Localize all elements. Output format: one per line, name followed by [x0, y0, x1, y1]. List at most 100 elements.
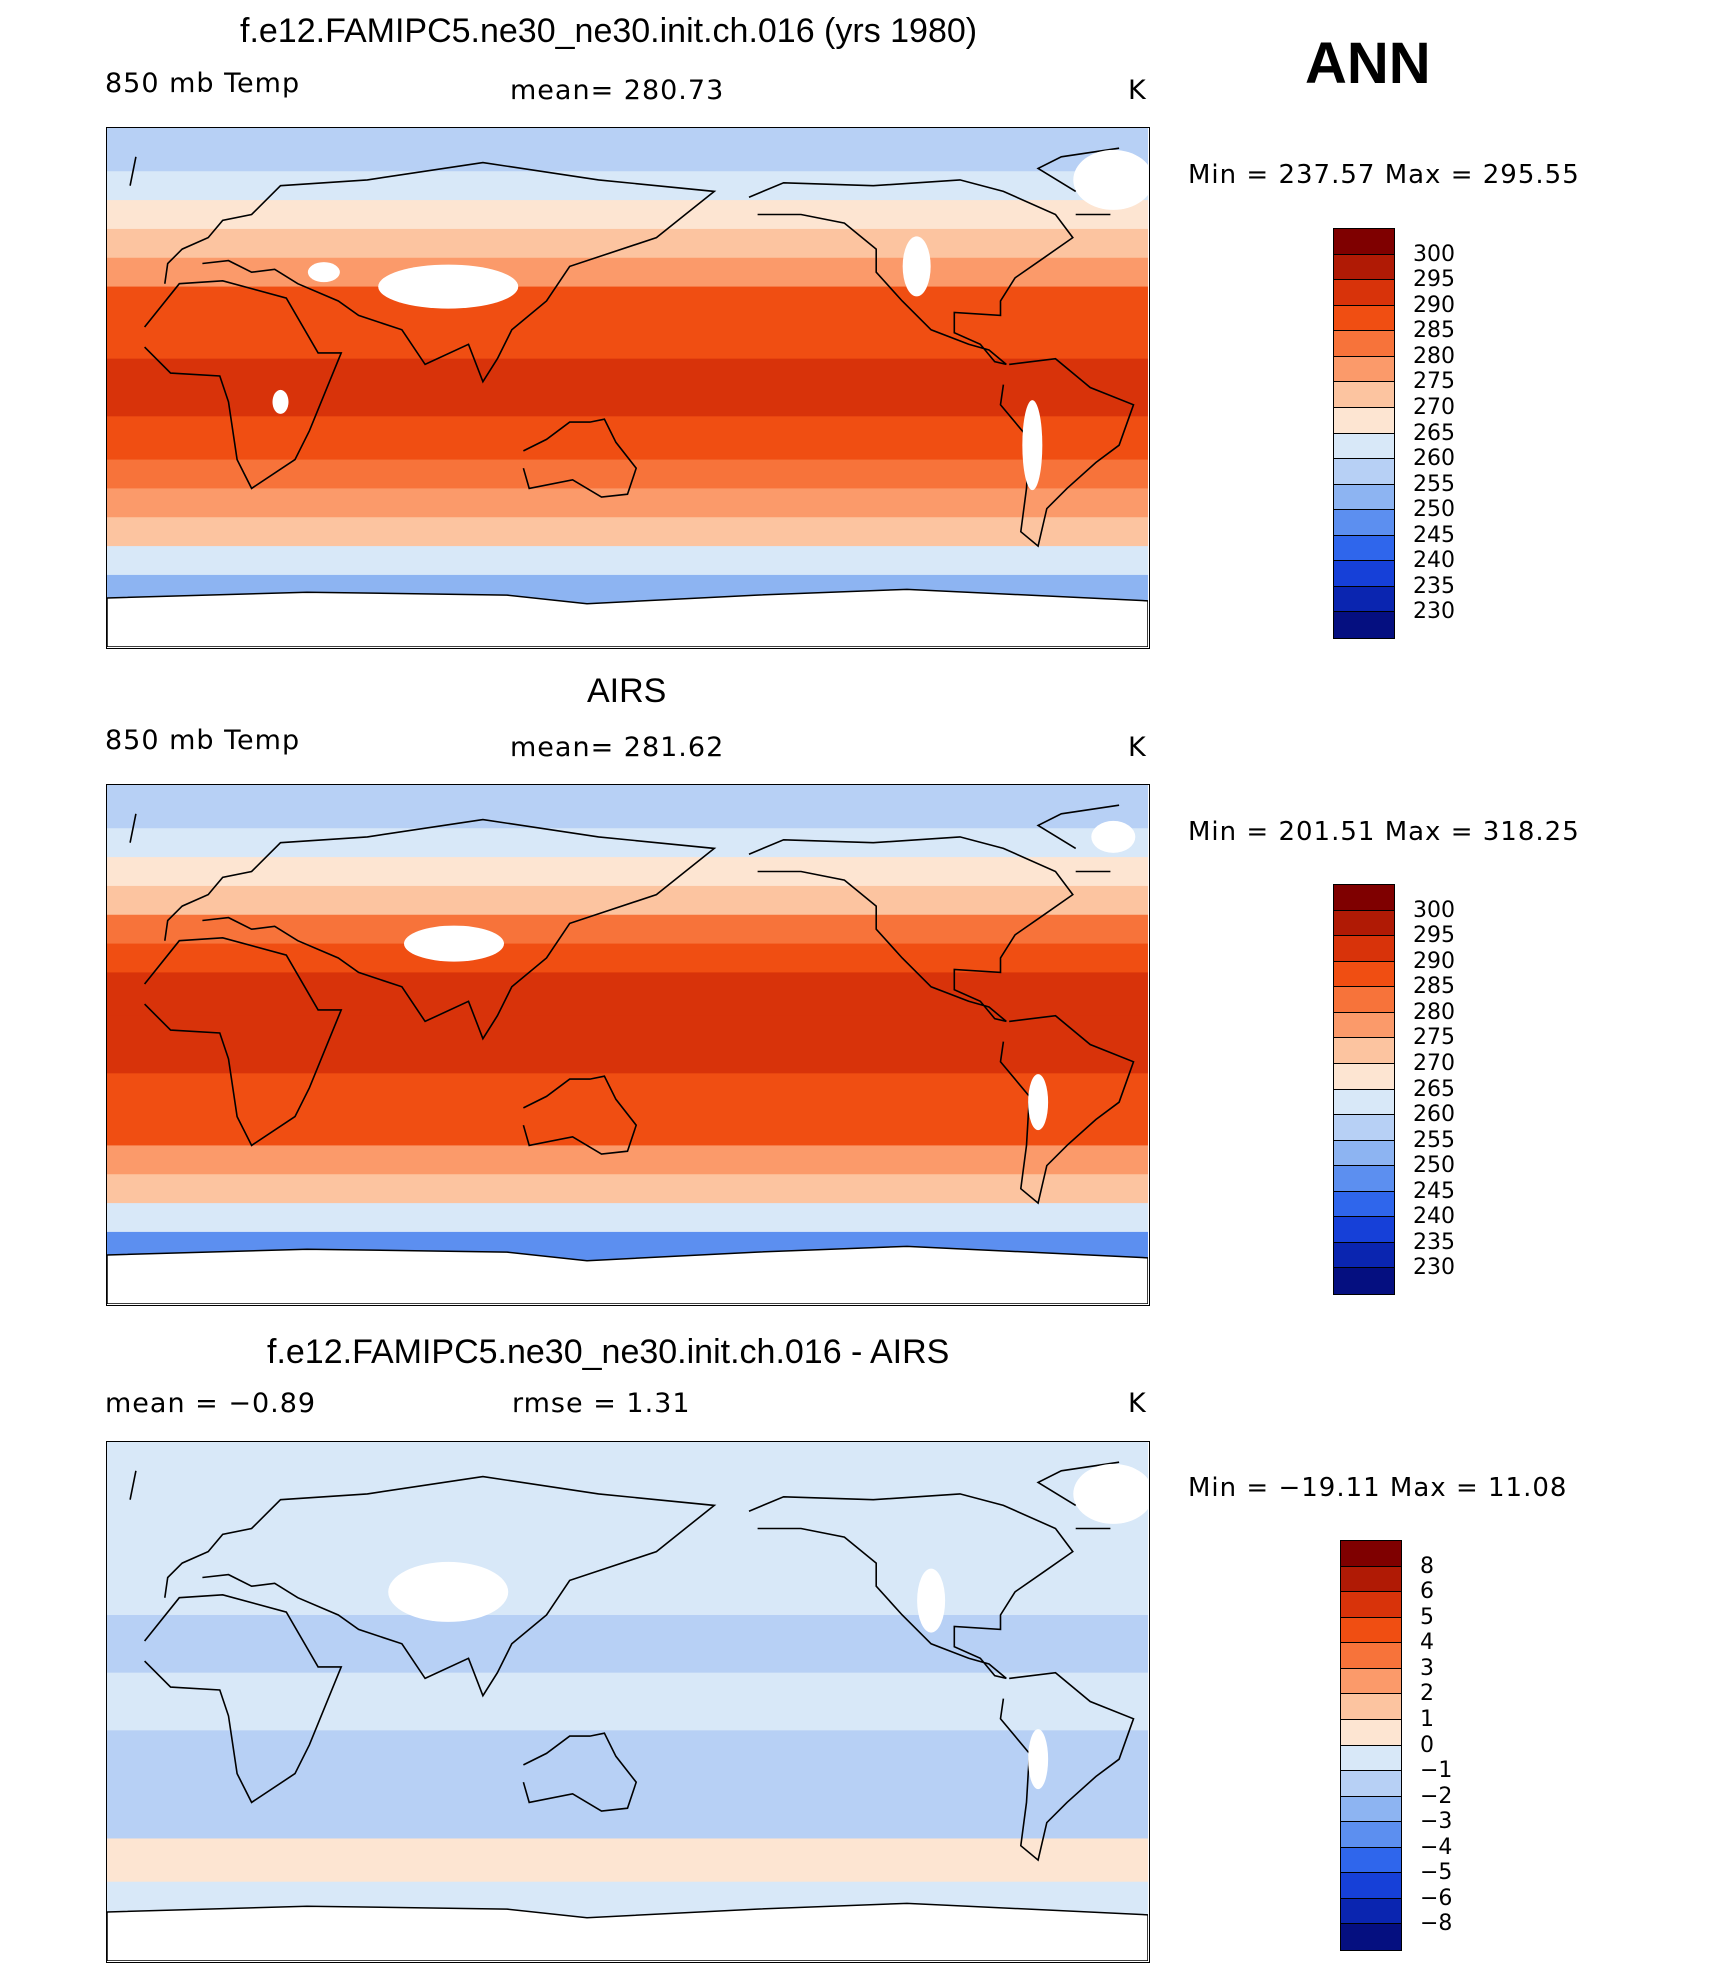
colorbar-tick-label: 250	[1413, 1153, 1455, 1179]
colorbar-swatch	[1334, 1140, 1394, 1167]
colorbar-swatch	[1334, 1012, 1394, 1039]
colorbar-tick-label: 235	[1413, 1229, 1455, 1255]
antarctica-mask	[107, 1245, 1148, 1304]
contour-band	[107, 914, 1148, 945]
contour-band	[107, 228, 1148, 259]
colorbar-swatch	[1334, 910, 1394, 937]
colorbar-swatch	[1334, 229, 1394, 255]
contour-band	[107, 517, 1148, 548]
missing-data-mask	[307, 262, 340, 283]
colorbar-tick-label: 300	[1413, 897, 1455, 923]
colorbar-tick-label: −1	[1420, 1758, 1453, 1784]
colorbar-tick-label: 300	[1413, 241, 1455, 267]
contour-band	[107, 1788, 1148, 1840]
contour-band	[107, 1615, 1148, 1674]
contour-band	[107, 315, 1148, 360]
contour-band	[107, 1499, 1148, 1559]
eurasia-outline	[164, 818, 717, 1041]
colorbar-tick-label: 0	[1420, 1732, 1434, 1758]
colorbar-tick-label: −4	[1420, 1834, 1453, 1860]
colorbar-tick-label: 245	[1413, 1178, 1455, 1204]
colorbar-tick-label: 250	[1413, 497, 1455, 523]
contour-band	[107, 286, 1148, 317]
colorbar-tick-label: 230	[1413, 1255, 1455, 1281]
contour-band	[107, 358, 1148, 418]
colorbar-tick-label: 290	[1413, 948, 1455, 974]
colorbar-swatch	[1341, 1617, 1401, 1644]
panel2-mean-label: mean= 281.62	[510, 732, 725, 763]
colorbar-tick-label: 235	[1413, 573, 1455, 599]
colorbar-tick-label: 255	[1413, 1127, 1455, 1153]
contour-band	[107, 416, 1148, 461]
antarctica-mask	[107, 1902, 1148, 1961]
colorbar-swatch	[1334, 561, 1394, 587]
colorbar-tick-label: −2	[1420, 1783, 1453, 1809]
panel1-variable-label: 850 mb Temp	[105, 68, 301, 99]
contour-band	[107, 257, 1148, 288]
colorbar-swatch	[1334, 1242, 1394, 1269]
colorbar-swatch	[1341, 1847, 1401, 1874]
greenland-outline	[129, 147, 1120, 216]
contour-band	[107, 1442, 1148, 1501]
contour-band	[107, 1015, 1148, 1075]
colorbar-tick-label: 265	[1413, 420, 1455, 446]
panel2-contour-plot	[107, 785, 1148, 1304]
australia-outline	[522, 418, 638, 498]
colorbar-tick-label: 6	[1420, 1579, 1434, 1605]
colorbar-tick-label: 280	[1413, 343, 1455, 369]
eurasia-outline	[164, 1475, 717, 1698]
colorbar-tick-label: 265	[1413, 1076, 1455, 1102]
panel2-colorbar	[1333, 884, 1395, 1295]
panel3-units-label: K	[1128, 1388, 1147, 1419]
panel1-units-label: K	[1128, 75, 1147, 106]
north-america-outline	[748, 836, 1074, 1023]
panel1-colorbar	[1333, 228, 1395, 639]
colorbar-swatch	[1341, 1643, 1401, 1669]
colorbar-swatch	[1334, 459, 1394, 485]
colorbar-swatch	[1334, 1217, 1394, 1243]
colorbar-swatch	[1341, 1541, 1401, 1567]
colorbar-swatch	[1341, 1924, 1401, 1950]
missing-data-mask	[1073, 1463, 1148, 1524]
colorbar-tick-label: 275	[1413, 369, 1455, 395]
panel3-rmse-label: rmse = 1.31	[512, 1388, 691, 1419]
colorbar-swatch	[1341, 1771, 1401, 1797]
colorbar-tick-label: 295	[1413, 267, 1455, 293]
contour-band	[107, 128, 1148, 173]
panel1-mean-label: mean= 280.73	[510, 75, 725, 106]
colorbar-swatch	[1334, 510, 1394, 536]
antarctica-mask	[107, 588, 1148, 647]
australia-outline	[522, 1075, 638, 1155]
panel3-mean-label: mean = −0.89	[105, 1388, 317, 1419]
africa-outline	[143, 936, 343, 1147]
colorbar-swatch	[1334, 535, 1394, 562]
colorbar-swatch	[1341, 1745, 1401, 1772]
contour-band	[107, 1730, 1148, 1789]
panel3-map	[106, 1441, 1150, 1963]
colorbar-swatch	[1341, 1796, 1401, 1823]
panel1-map	[106, 127, 1150, 649]
contour-band	[107, 1116, 1148, 1147]
panel1-contour-plot	[107, 128, 1148, 647]
colorbar-swatch	[1334, 1089, 1394, 1116]
colorbar-swatch	[1334, 885, 1394, 911]
contour-band	[107, 785, 1148, 830]
contour-band	[107, 1174, 1148, 1205]
panel3-title: f.e12.FAMIPC5.ne30_ne30.init.ch.016 - AI…	[267, 1333, 950, 1371]
contour-band	[107, 171, 1148, 202]
colorbar-tick-label: 260	[1413, 1102, 1455, 1128]
africa-outline	[143, 1593, 343, 1804]
colorbar-tick-label: −3	[1420, 1809, 1453, 1835]
colorbar-tick-label: 290	[1413, 292, 1455, 318]
contour-band	[107, 885, 1148, 916]
panel2-map	[106, 784, 1150, 1306]
panel2-variable-label: 850 mb Temp	[105, 725, 301, 756]
colorbar-tick-label: 5	[1420, 1604, 1434, 1630]
colorbar-tick-label: 280	[1413, 999, 1455, 1025]
missing-data-mask	[917, 1568, 946, 1633]
colorbar-swatch	[1334, 1038, 1394, 1064]
season-label: ANN	[1305, 31, 1431, 96]
contour-band	[107, 1557, 1148, 1616]
contour-band	[107, 546, 1148, 576]
colorbar-swatch	[1334, 987, 1394, 1013]
